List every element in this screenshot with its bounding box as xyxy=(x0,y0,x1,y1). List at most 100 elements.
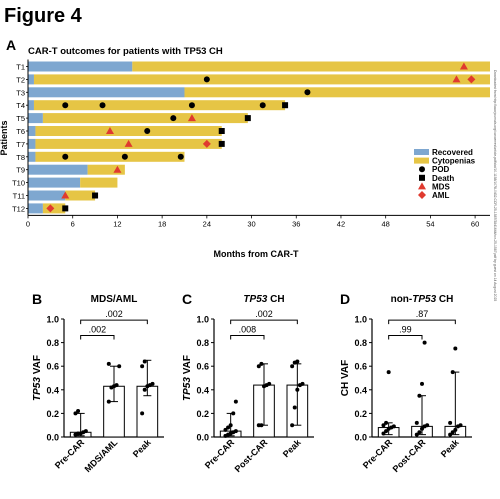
recovered-bar xyxy=(28,190,66,201)
data-point xyxy=(295,387,300,392)
y-tick-label: 0.0 xyxy=(354,433,367,443)
x-tick-label: 6 xyxy=(71,219,75,228)
patient-row-t2: T2 xyxy=(16,74,490,85)
data-point xyxy=(422,340,427,345)
data-point xyxy=(231,411,236,416)
pod-marker xyxy=(170,115,177,122)
x-tick-label: Post-CAR xyxy=(391,437,428,474)
data-point xyxy=(450,430,455,435)
cytopenias-bar xyxy=(35,126,222,136)
x-tick-label: 54 xyxy=(426,219,434,228)
patient-label: T5 xyxy=(16,114,25,123)
legend-cytopenias: Cytopenias xyxy=(414,157,476,166)
data-point xyxy=(259,361,264,366)
cytopenias-bar xyxy=(33,100,286,111)
y-tick-label: 0.4 xyxy=(354,385,367,395)
x-tick-label: Peak xyxy=(281,437,304,460)
legend-recovered: Recovered xyxy=(414,148,473,157)
data-point xyxy=(453,346,458,351)
y-tick-label: 0.4 xyxy=(196,385,209,395)
pod-marker xyxy=(203,76,210,83)
data-point xyxy=(226,425,231,430)
data-point xyxy=(450,370,455,375)
svg-text:AML: AML xyxy=(432,191,449,200)
y-tick-label: 0.8 xyxy=(196,338,209,348)
svg-text:POD: POD xyxy=(432,165,450,174)
data-point xyxy=(391,424,396,429)
pod-marker xyxy=(259,102,266,109)
data-point xyxy=(420,426,424,431)
patient-row-t7: T7 xyxy=(16,138,225,149)
mds-marker xyxy=(105,127,114,134)
data-point xyxy=(381,431,386,436)
recovered-bar xyxy=(28,138,36,149)
data-point xyxy=(458,423,463,428)
x-tick-label: Peak xyxy=(439,437,462,460)
figure-title: Figure 4 xyxy=(4,5,83,27)
cytopenias-bar xyxy=(33,74,490,85)
y-tick-label: 0.8 xyxy=(354,338,367,348)
patient-label: T11 xyxy=(13,192,25,201)
data-point xyxy=(106,399,111,404)
data-point xyxy=(425,423,430,428)
panel-ylabel: TP53 VAF xyxy=(32,355,43,401)
data-point xyxy=(76,409,81,414)
svg-text:Death: Death xyxy=(432,174,454,183)
cytopenias-bar xyxy=(42,113,248,124)
data-point xyxy=(300,381,305,386)
legend-aml: AML xyxy=(418,191,449,200)
legend-pod: POD xyxy=(419,165,450,174)
data-point xyxy=(142,359,147,364)
recovered-bar xyxy=(28,100,34,111)
x-tick-label: Post-CAR xyxy=(233,437,270,474)
legend-mds: MDS xyxy=(418,182,450,191)
death-marker xyxy=(244,115,251,122)
data-point xyxy=(233,399,238,404)
patient-label: T2 xyxy=(16,75,25,84)
svg-text:MDS: MDS xyxy=(432,182,450,191)
data-point xyxy=(417,393,422,398)
patient-row-t8: T8 xyxy=(16,151,185,162)
y-tick-label: 0.4 xyxy=(46,385,59,395)
p-value-label: .002 xyxy=(89,325,107,335)
data-point xyxy=(417,430,422,435)
x-tick-label: 18 xyxy=(158,219,166,228)
cytopenias-bar xyxy=(65,190,96,201)
pod-marker xyxy=(188,102,195,109)
mds-marker xyxy=(113,165,122,173)
y-tick-label: 0.8 xyxy=(46,338,59,348)
x-tick-label: 42 xyxy=(337,219,345,228)
panel-title: TP53 CH xyxy=(243,294,284,305)
y-tick-label: 1.0 xyxy=(196,315,209,325)
panel-title: non-TP53 CH xyxy=(391,294,454,305)
mds-marker xyxy=(61,191,70,199)
panel-a-title: CAR-T outcomes for patients with TP53 CH xyxy=(28,46,223,57)
significance-bracket xyxy=(388,335,423,340)
recovered-bar xyxy=(28,61,133,72)
significance-bracket xyxy=(230,335,265,340)
mds-marker xyxy=(187,114,196,122)
aml-marker xyxy=(467,75,476,84)
data-point xyxy=(259,423,264,428)
panel-ylabel: TP53 VAF xyxy=(182,355,193,401)
y-tick-label: 1.0 xyxy=(354,315,367,325)
mds-marker xyxy=(459,62,468,70)
p-value-label: .002 xyxy=(105,309,123,319)
patient-label: T12 xyxy=(12,204,25,213)
patient-label: T3 xyxy=(16,88,25,97)
panel-ylabel: CH VAF xyxy=(340,360,351,396)
significance-bracket xyxy=(388,319,456,325)
data-point xyxy=(290,364,295,369)
pod-marker xyxy=(144,128,151,134)
death-marker xyxy=(92,192,99,199)
y-tick-label: 0.6 xyxy=(354,362,367,372)
recovered-bar xyxy=(28,126,36,136)
data-point xyxy=(223,427,228,432)
y-tick-label: 0.2 xyxy=(46,409,59,419)
y-tick-label: 0.2 xyxy=(196,409,209,419)
